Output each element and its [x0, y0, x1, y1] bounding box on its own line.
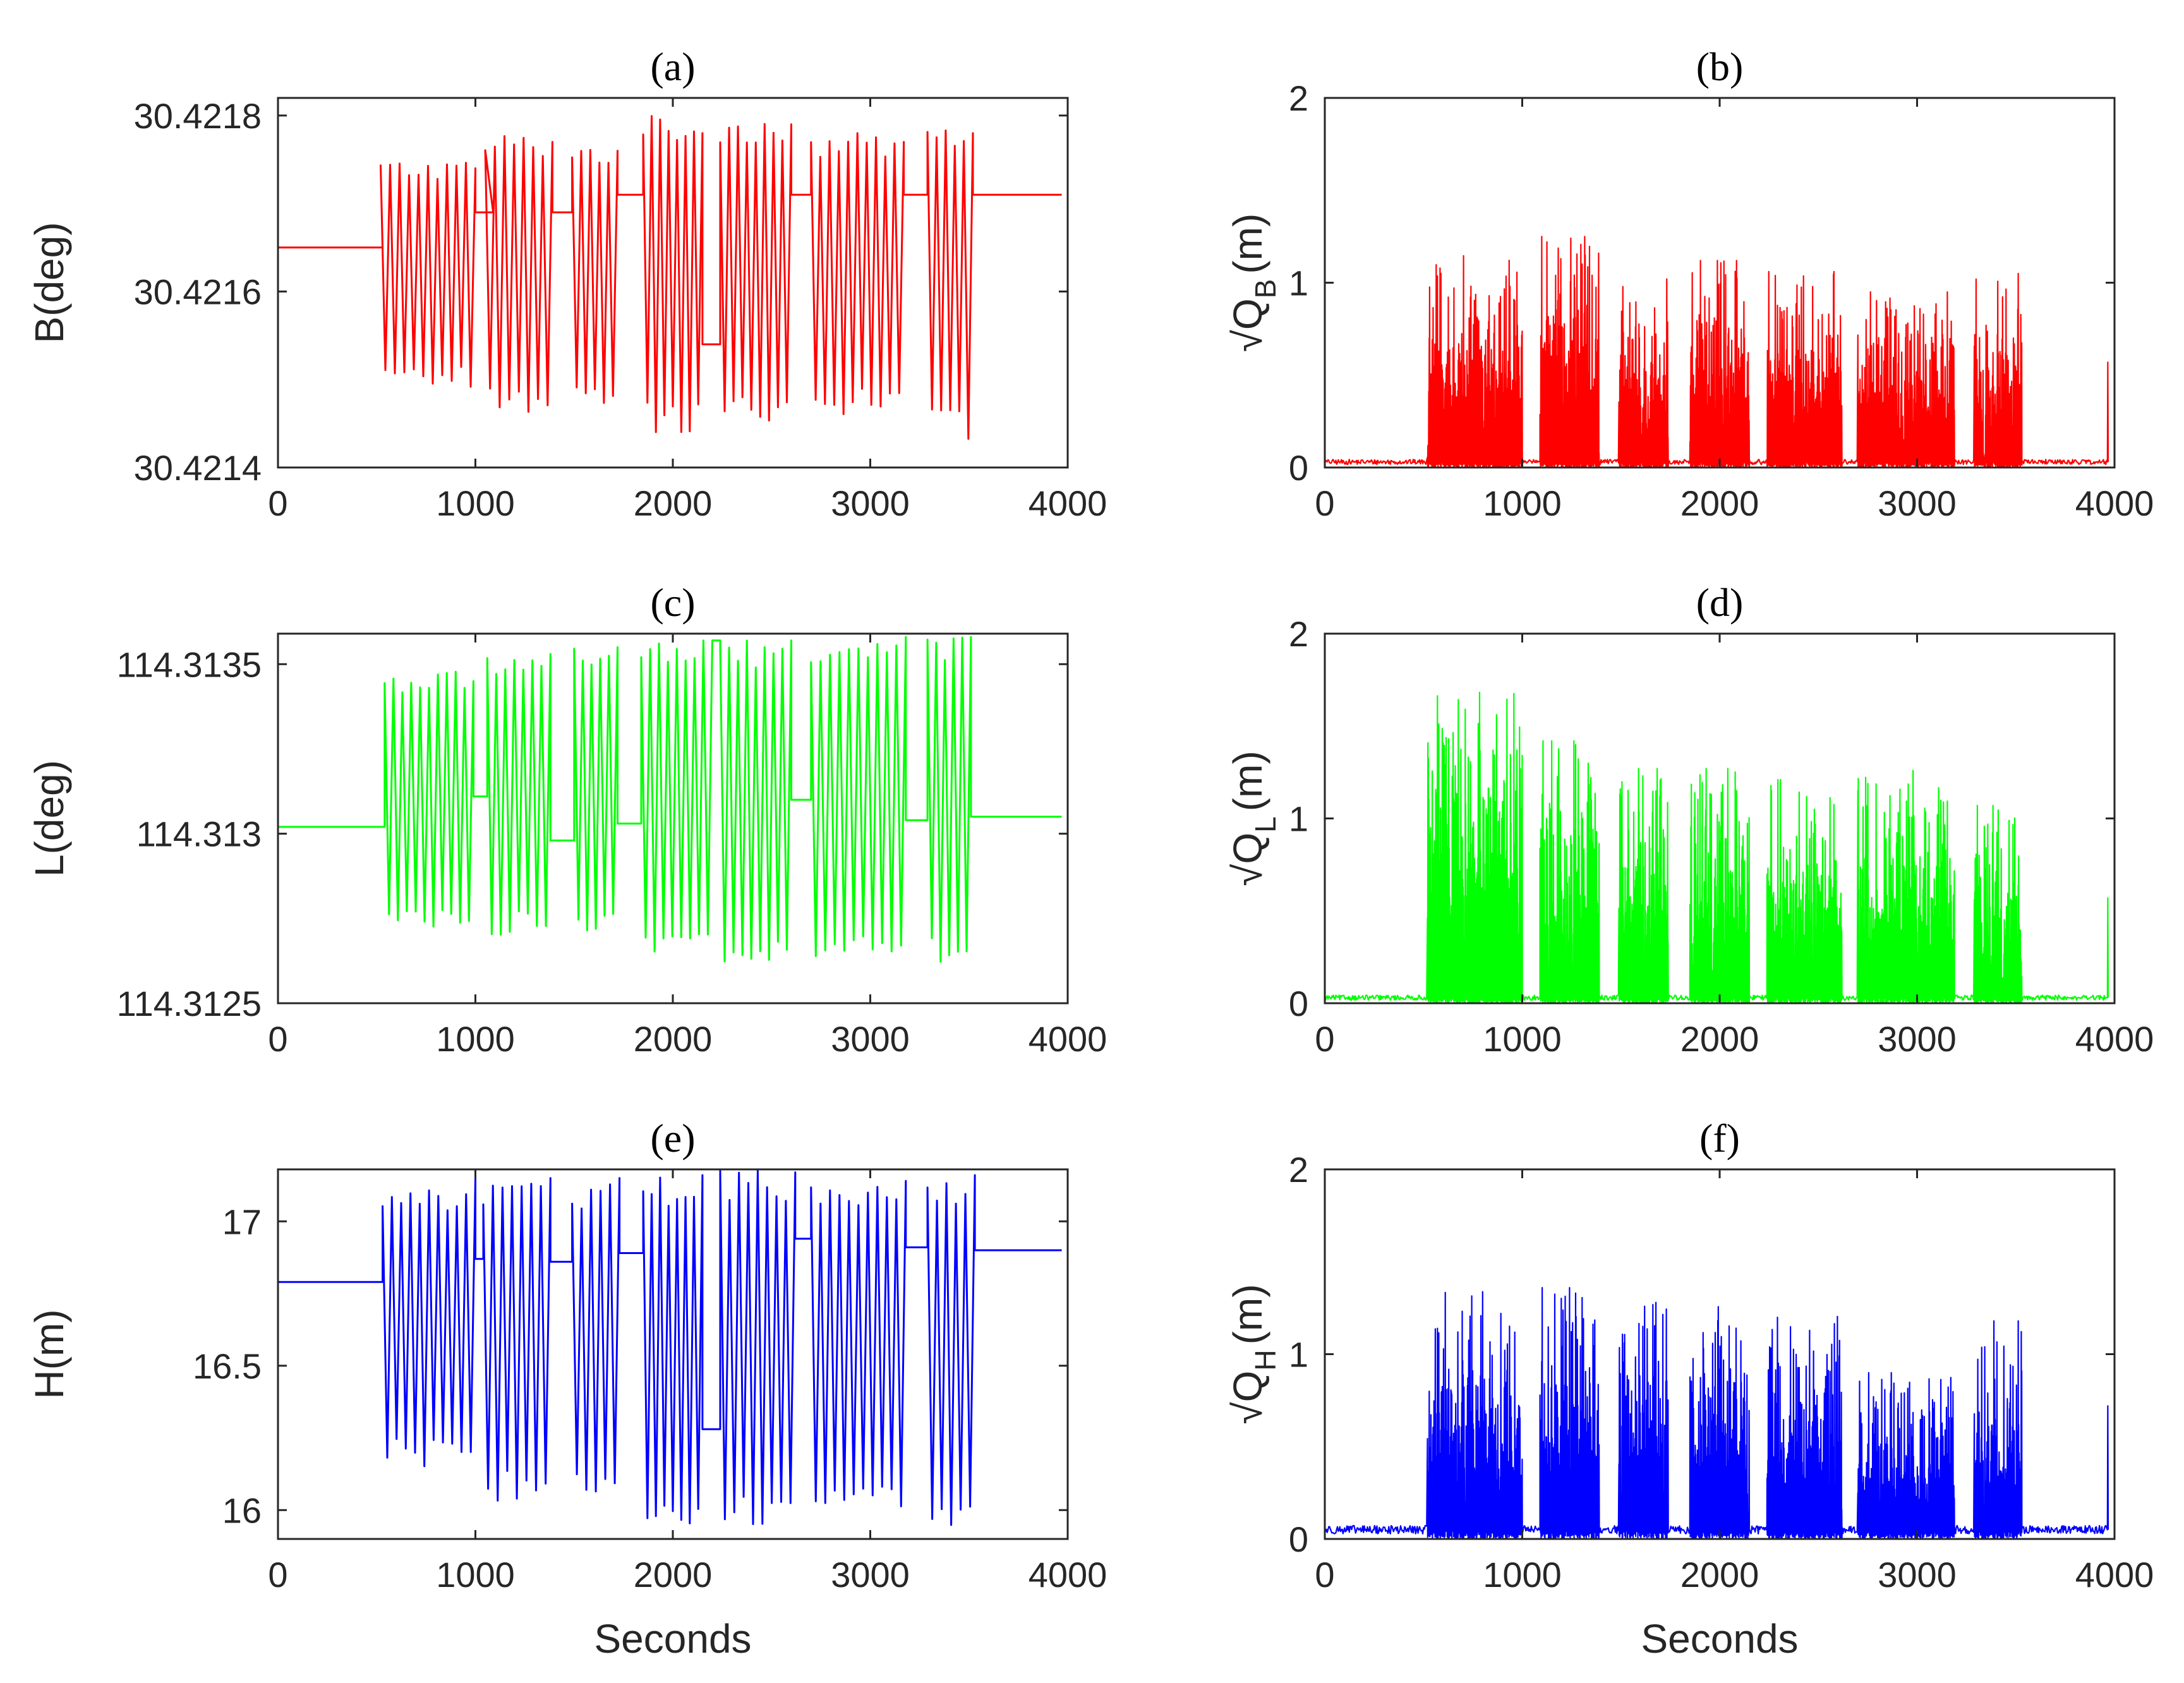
y-tick-label-b: 2: [1289, 78, 1308, 118]
panel-e: 0 1000 2000 3000 4000 16 16.5 17 (e) H(m) Seconds: [27, 1116, 1107, 1662]
x-tick-label-b: 1000: [1483, 483, 1562, 523]
series-line-d: [1325, 691, 2109, 1003]
y-axis-label-a: B(deg): [27, 222, 72, 343]
series-line-f: [1325, 1287, 2109, 1539]
panel-a: 0 1000 2000 3000 4000 30.4214 30.4216 30.4218 (a…: [27, 44, 1107, 523]
y-tick-label-f: 1: [1289, 1335, 1308, 1375]
x-tick-label-a: 0: [268, 483, 287, 523]
y-axis-label-b: √QB (m): [1225, 214, 1282, 353]
panel-f: 0 1000 2000 3000 4000 0 1 2 (f) √QH (m) Seconds: [1225, 1116, 2154, 1662]
y-tick-label-d: 1: [1289, 799, 1308, 839]
y-label-sub-d: L: [1249, 816, 1282, 833]
x-tick-label-b: 4000: [2075, 483, 2154, 523]
x-tick-label-e: 3000: [831, 1555, 910, 1595]
x-tick-label-f: 3000: [1878, 1555, 1957, 1595]
y-axis-label-d: √QL (m): [1225, 751, 1282, 886]
y-tick-label-e: 16.5: [193, 1346, 262, 1386]
panel-d: 0 1000 2000 3000 4000 0 1 2 (d) √QL (m): [1225, 580, 2154, 1059]
x-axis-label-f: Seconds: [1641, 1616, 1798, 1662]
x-tick-label-a: 4000: [1029, 483, 1107, 523]
x-tick-label-a: 2000: [634, 483, 713, 523]
y-tick-label-c: 114.3125: [117, 984, 262, 1023]
series-line-a: [278, 115, 1062, 440]
x-tick-label-e: 0: [268, 1555, 287, 1595]
x-tick-label-c: 4000: [1029, 1019, 1107, 1059]
panel-title-e: (e): [650, 1116, 695, 1161]
y-tick-label-a: 30.4218: [134, 96, 262, 136]
x-tick-label-e: 1000: [436, 1555, 515, 1595]
x-tick-label-d: 1000: [1483, 1019, 1562, 1059]
x-tick-label-b: 2000: [1680, 483, 1759, 523]
y-tick-label-a: 30.4216: [134, 272, 262, 311]
y-axis-label-c: L(deg): [27, 760, 72, 877]
x-tick-label-a: 3000: [831, 483, 910, 523]
y-label-sub-f: H: [1249, 1349, 1282, 1370]
x-tick-label-b: 3000: [1878, 483, 1957, 523]
panel-title-d: (d): [1696, 580, 1744, 625]
y-tick-label-e: 16: [222, 1490, 262, 1530]
y-axis-label-f: √QH (m): [1225, 1284, 1282, 1424]
x-tick-label-c: 3000: [831, 1019, 910, 1059]
x-tick-label-f: 1000: [1483, 1555, 1562, 1595]
y-label-tail-d: (m): [1225, 751, 1270, 811]
x-tick-label-f: 0: [1315, 1555, 1334, 1595]
panel-c: 0 1000 2000 3000 4000 114.3125 114.313 114.3135…: [27, 580, 1107, 1059]
panel-title-f: (f): [1699, 1116, 1740, 1161]
x-tick-label-f: 2000: [1680, 1555, 1759, 1595]
y-tick-label-e: 17: [222, 1202, 262, 1241]
x-tick-label-d: 3000: [1878, 1019, 1957, 1059]
y-axis-label-e: H(m): [27, 1309, 72, 1399]
x-tick-label-e: 2000: [634, 1555, 713, 1595]
x-tick-label-b: 0: [1315, 483, 1334, 523]
y-tick-label-c: 114.3135: [117, 644, 262, 684]
y-tick-label-b: 1: [1289, 263, 1308, 303]
series-line-c: [278, 636, 1062, 963]
x-tick-label-a: 1000: [436, 483, 515, 523]
y-label-tail-b: (m): [1225, 214, 1270, 274]
series-line-b: [1325, 236, 2109, 468]
x-tick-label-c: 0: [268, 1019, 287, 1059]
y-label-main-b: √Q: [1225, 298, 1270, 352]
panel-b: 0 1000 2000 3000 4000 0 1 2 (b) √QB (m): [1225, 44, 2154, 523]
series-line-e: [278, 1169, 1062, 1526]
panel-title-b: (b): [1696, 44, 1744, 89]
x-tick-label-d: 0: [1315, 1019, 1334, 1059]
x-tick-label-c: 2000: [634, 1019, 713, 1059]
y-label-sub-b: B: [1249, 279, 1282, 299]
y-tick-label-d: 2: [1289, 614, 1308, 654]
panel-title-c: (c): [650, 580, 695, 625]
y-label-main-f: √Q: [1225, 1371, 1270, 1425]
x-axis-label-e: Seconds: [594, 1616, 751, 1662]
x-tick-label-f: 4000: [2075, 1555, 2154, 1595]
y-tick-label-f: 0: [1289, 1519, 1308, 1559]
y-tick-label-b: 0: [1289, 448, 1308, 488]
y-tick-label-c: 114.313: [136, 814, 262, 854]
x-tick-label-e: 4000: [1029, 1555, 1107, 1595]
y-label-main-d: √Q: [1225, 833, 1270, 886]
x-tick-label-c: 1000: [436, 1019, 515, 1059]
panel-title-a: (a): [650, 44, 695, 89]
x-tick-label-d: 4000: [2075, 1019, 2154, 1059]
y-tick-label-f: 2: [1289, 1150, 1308, 1190]
x-tick-label-d: 2000: [1680, 1019, 1759, 1059]
y-label-tail-f: (m): [1225, 1284, 1270, 1344]
y-tick-label-a: 30.4214: [134, 448, 262, 488]
y-tick-label-d: 0: [1289, 984, 1308, 1023]
